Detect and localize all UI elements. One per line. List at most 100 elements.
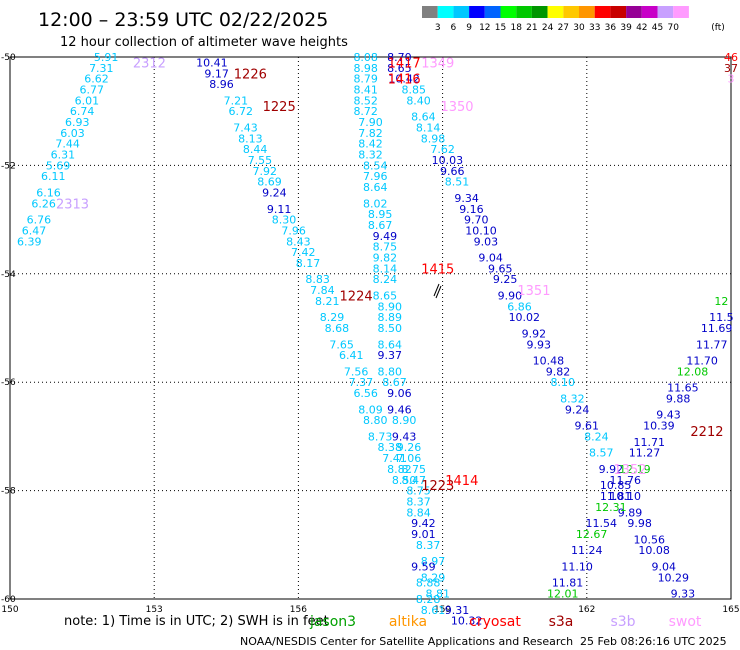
footer-note: note: 1) Time is in UTC; 2) SWH is in fe… [64, 614, 329, 629]
wave-height-point: 8.90 [392, 414, 417, 427]
color-legend: 3 6 9 12 15 18 21 24 27 30 33 36 39 42 45 70 (ft) [422, 6, 725, 33]
wave-height-point: 8.65 [373, 289, 398, 302]
wave-height-point: 8.38 [377, 441, 402, 454]
wave-height-point: 7.65 [329, 338, 354, 351]
wave-height-point: 8.50 [377, 322, 402, 335]
pass-label: 2212 [690, 425, 723, 440]
wave-height-point: 8.37 [406, 495, 431, 508]
wave-height-point: 9.82 [373, 252, 398, 265]
wave-height-point: 8.82 [387, 463, 412, 476]
wave-height-point: 10.10 [465, 224, 497, 237]
satellite-s3a: s3a [549, 614, 574, 630]
wave-height-point: 6.11 [41, 170, 66, 183]
wave-height-point: 9.82 [546, 365, 571, 378]
wave-height-point: 8.13 [238, 132, 263, 145]
wave-height-point: 9.25 [493, 273, 518, 286]
wave-height-point: 7.84 [310, 284, 335, 297]
wave-height-point: 8.67 [368, 219, 393, 232]
wave-height-point: 11.70 [686, 355, 718, 368]
wave-height-point: 9.16 [459, 203, 484, 216]
wave-height-point: 7.56 [344, 365, 369, 378]
wave-height-point: 7.44 [55, 138, 80, 151]
wave-height-point: 10.48 [533, 355, 565, 368]
satellite-altika: altika [389, 614, 427, 630]
wave-height-point: 9.98 [627, 517, 652, 530]
wave-height-point: 8.64 [411, 111, 436, 124]
satellite-legend: jason3 altika cryosat s3a s3b swot [309, 614, 702, 630]
legend-swatch [563, 6, 579, 18]
wave-height-point: 3 [728, 73, 735, 86]
wave-height-point: 6.41 [339, 349, 364, 362]
wave-height-point: 9.11 [267, 203, 292, 216]
wave-height-point: 8.24 [584, 430, 609, 443]
legend-swatch [437, 6, 454, 18]
wave-height-point: 6.56 [353, 387, 378, 400]
legend-level: 36 [605, 23, 617, 33]
wave-height-point: 9.24 [565, 403, 590, 416]
legend-level: 3 [435, 23, 441, 33]
wave-height-point: 6.62 [84, 73, 109, 86]
wave-height-point: 8.24 [373, 273, 398, 286]
y-tick-label: -60 [1, 595, 16, 605]
wave-height-point: 8.57 [589, 447, 614, 460]
wave-height-point: 8.10 [551, 376, 576, 389]
wave-height-point: 12 [714, 295, 728, 308]
wave-height-point: 11.81 [552, 577, 584, 590]
wave-height-point: 8.73 [368, 430, 393, 443]
wave-height-point: 8.43 [286, 235, 311, 248]
wave-height-point: 8.67 [382, 376, 407, 389]
wave-height-point: 9.89 [618, 506, 643, 519]
wave-height-point: 8.80 [363, 414, 388, 427]
pass-label: 1350 [440, 100, 473, 115]
wave-height-point: 6.93 [65, 116, 90, 129]
wave-height-point: 8.75 [406, 485, 431, 498]
pass-label: 1415 [421, 262, 454, 277]
wave-height-point: 9.93 [526, 338, 551, 351]
wave-height-point: 8.69 [257, 176, 282, 189]
wave-height-point: 10.56 [634, 533, 666, 546]
legend-level: 18 [510, 23, 522, 33]
wave-height-point: 11.71 [634, 436, 666, 449]
wave-height-point: 9.43 [392, 430, 417, 443]
x-tick-label: 150 [1, 605, 18, 615]
wave-height-point: 9.33 [671, 588, 696, 601]
wave-height-point: 8.32 [358, 149, 383, 162]
wave-height-point: 7.62 [430, 143, 455, 156]
wave-height-point: 11.76 [610, 474, 642, 487]
legend-swatch [594, 6, 611, 18]
wave-height-point: 6.16 [36, 187, 61, 200]
wave-height-point: 8.29 [320, 311, 345, 324]
wave-height-point: 8.68 [325, 322, 350, 335]
wave-height-point: 11.54 [585, 517, 617, 530]
wave-height-point: 9.59 [411, 560, 436, 573]
wave-height-point: 10.29 [658, 571, 690, 584]
wave-height-point: 8.81 [426, 588, 451, 601]
legend-swatch [500, 6, 517, 18]
y-tick-label: -56 [1, 378, 16, 388]
wave-height-point: 12.31 [595, 501, 627, 514]
wave-height-point: 8.17 [296, 257, 321, 270]
wave-height-point: 9.61 [575, 420, 600, 433]
wave-height-point: 5.91 [94, 51, 119, 64]
wave-height-point: 6.01 [75, 94, 100, 107]
legend-level: 27 [558, 23, 569, 33]
wave-height-point: 8.51 [445, 176, 470, 189]
wave-height-point: 8.98 [421, 132, 446, 145]
wave-height-point: 8.54 [363, 159, 388, 172]
wave-height-point: 8.29 [421, 571, 446, 584]
wave-height-point: 11.24 [571, 544, 603, 557]
wave-height-point: 9.37 [377, 349, 402, 362]
wave-height-point: 10.03 [432, 154, 464, 167]
wave-height-point: 11.77 [696, 338, 728, 351]
wave-height-point: 7.92 [253, 165, 278, 178]
wave-height-point: 8.09 [358, 403, 383, 416]
wave-height-point: 7.06 [397, 452, 422, 465]
legend-swatch [579, 6, 595, 18]
wave-height-point: 8.64 [363, 181, 388, 194]
pass-label: 1352 [614, 463, 647, 478]
wave-height-point: 6.72 [228, 105, 253, 118]
pass-label: 1226 [234, 67, 267, 82]
x-tick-label: 159 [434, 605, 451, 615]
pass-label: 2312 [133, 56, 166, 71]
